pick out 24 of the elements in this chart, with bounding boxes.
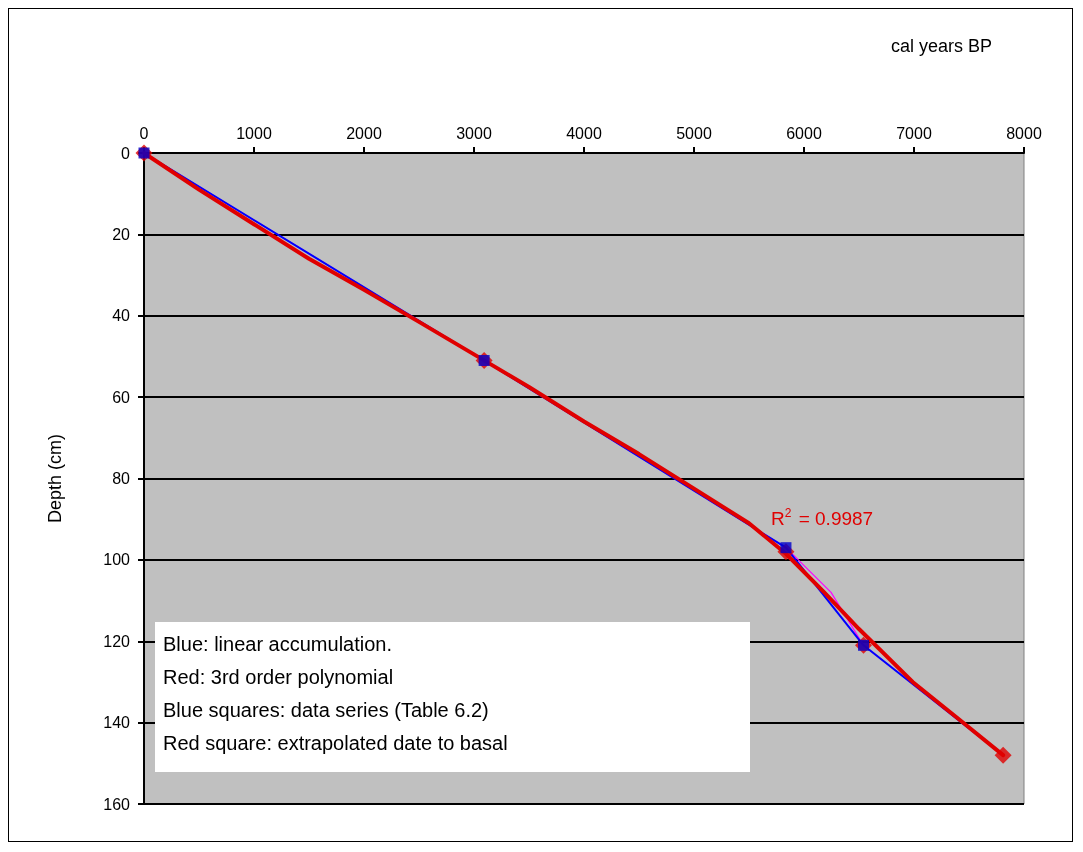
y-tick-label: 20 (112, 225, 131, 243)
x-tick-label: 8000 (1006, 124, 1042, 142)
x-tick-label: 5000 (676, 124, 712, 142)
x-tick-label: 4000 (566, 124, 602, 142)
y-tick-label: 160 (103, 795, 131, 813)
x-tick-label: 1000 (236, 124, 272, 142)
x-axis-title: cal years BP (890, 36, 993, 56)
x-tick-label: 0 (139, 124, 149, 142)
annotation: Red: 3rd order polynomial (163, 665, 395, 690)
y-tick-label: 0 (121, 144, 131, 162)
y-tick-label: 100 (103, 551, 131, 569)
annotation: Red square: extrapolated date to basal (163, 731, 509, 756)
y-axis-title: Depth (cm) (45, 433, 65, 524)
y-tick-label: 40 (112, 307, 131, 325)
x-tick-label: 3000 (456, 124, 492, 142)
x-tick-label: 6000 (786, 124, 822, 142)
y-tick-label: 60 (112, 388, 131, 406)
annotation: Blue: linear accumulation. (163, 632, 393, 657)
x-tick-label: 7000 (896, 124, 932, 142)
y-tick-label: 120 (103, 632, 131, 650)
y-tick-label: 80 (112, 470, 131, 487)
x-tick-label: 2000 (346, 124, 382, 142)
y-tick-label: 140 (103, 714, 131, 732)
annotation: Blue squares: data series (Table 6.2) (163, 698, 490, 723)
